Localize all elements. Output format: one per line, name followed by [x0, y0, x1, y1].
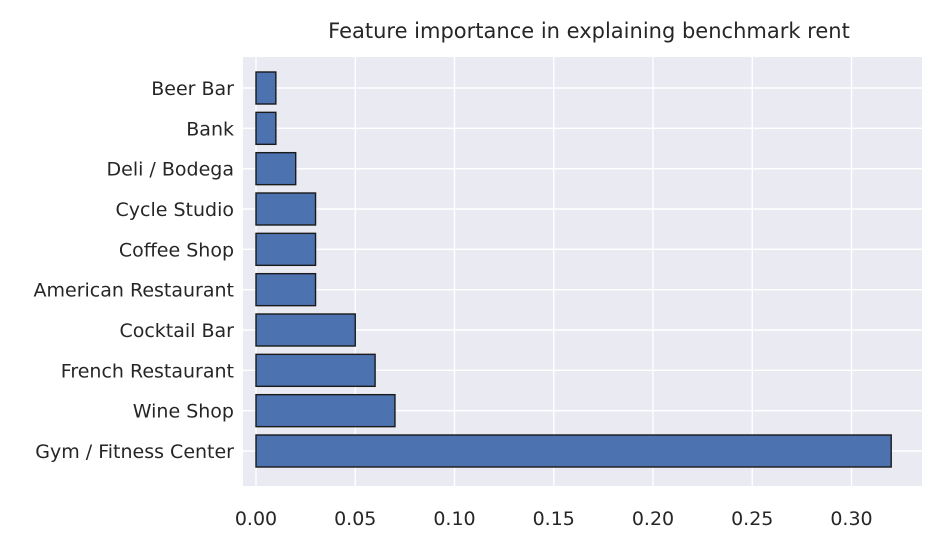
bar: [255, 111, 277, 146]
y-tick-label: Wine Shop: [133, 401, 234, 423]
bar: [255, 313, 356, 347]
grid-layer: [243, 57, 922, 486]
x-tick-label: 0.05: [334, 508, 376, 530]
y-tick-label: Cocktail Bar: [119, 320, 234, 342]
y-tick-label: Gym / Fitness Center: [35, 441, 234, 463]
bar: [255, 434, 892, 468]
x-tick-label: 0.30: [830, 508, 872, 530]
bar: [255, 353, 376, 388]
x-tick-labels: 0.00 0.05 0.10 0.15 0.20 0.25 0.30: [235, 508, 873, 530]
x-tick-label: 0.20: [632, 508, 674, 530]
chart-title: Feature importance in explaining benchma…: [328, 19, 850, 43]
bar: [255, 71, 277, 105]
y-tick-label: Coffee Shop: [119, 239, 234, 261]
x-tick-label: 0.10: [433, 508, 475, 530]
x-tick-label: 0.25: [731, 508, 773, 530]
bar: [255, 151, 297, 186]
bar: [255, 272, 317, 307]
y-tick-label: French Restaurant: [61, 360, 234, 382]
bar: [255, 192, 317, 226]
y-tick-label: Deli / Bodega: [107, 159, 234, 181]
bar-layer: [255, 71, 892, 468]
y-tick-labels: Beer Bar Bank Deli / Bodega Cycle Studio Cof…: [34, 78, 235, 463]
y-tick-label: Bank: [186, 118, 234, 140]
x-tick-label: 0.00: [235, 508, 277, 530]
y-tick-label: Beer Bar: [151, 78, 234, 100]
bar: [255, 393, 396, 428]
y-tick-label: American Restaurant: [34, 280, 234, 302]
bar: [255, 232, 317, 267]
y-tick-label: Cycle Studio: [116, 199, 234, 221]
x-tick-label: 0.15: [533, 508, 575, 530]
